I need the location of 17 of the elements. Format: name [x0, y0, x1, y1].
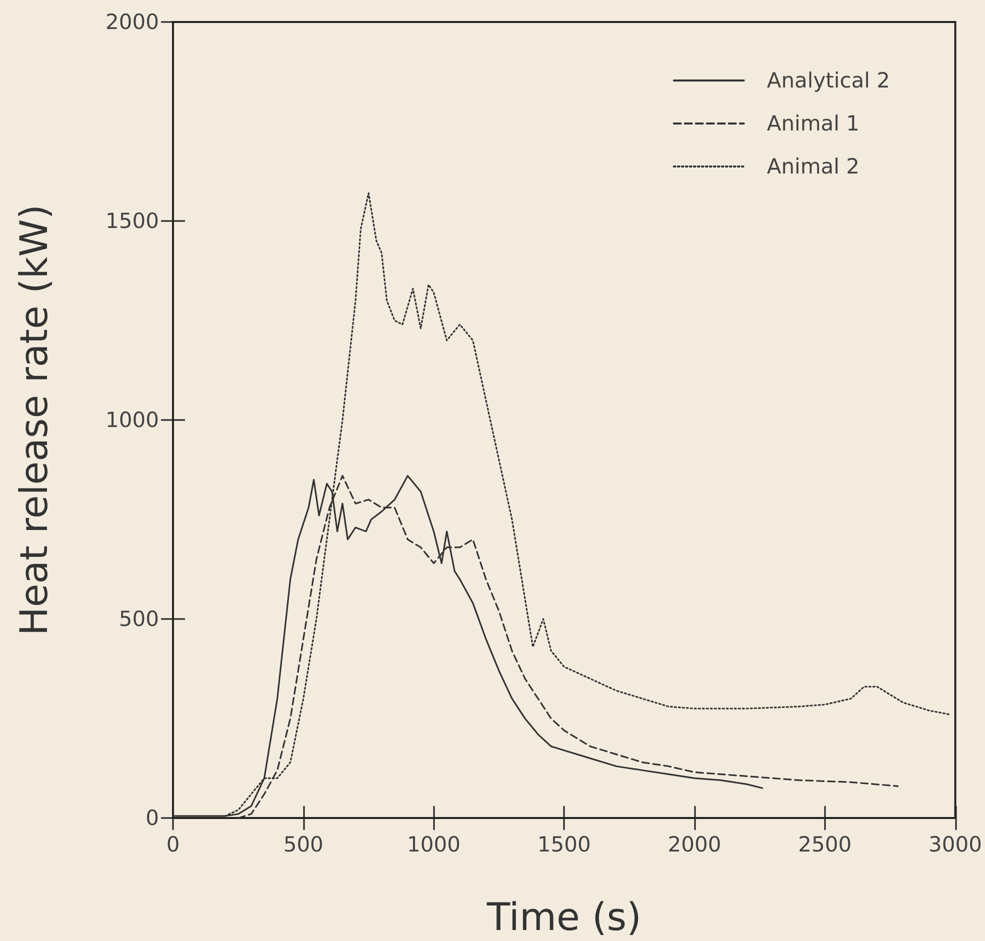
y-tick-label: 500	[118, 607, 159, 631]
y-tick-label: 0	[146, 806, 159, 830]
legend-label: Animal 1	[766, 112, 860, 136]
y-axis-title: Heat release rate (kW)	[12, 204, 56, 636]
y-tick-label: 1500	[106, 209, 159, 233]
x-tick-label: 3000	[928, 832, 982, 856]
x-tick-label: 0	[166, 832, 180, 856]
legend-label: Animal 2	[766, 154, 860, 178]
x-tick-label: 2500	[798, 832, 852, 856]
x-tick-label: 1500	[537, 832, 591, 856]
x-tick-label: 1000	[407, 832, 460, 856]
y-tick-label: 2000	[106, 10, 159, 34]
y-tick-label: 1000	[106, 408, 159, 432]
x-axis-title: Time (s)	[486, 895, 642, 939]
x-tick-label: 500	[283, 832, 324, 856]
legend-label: Analytical 2	[766, 68, 890, 92]
x-tick-label: 2000	[668, 832, 722, 856]
